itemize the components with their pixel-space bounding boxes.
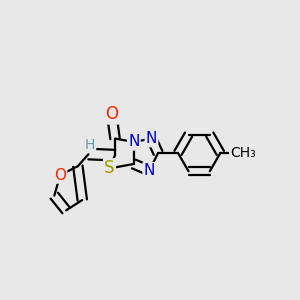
- Text: N: N: [146, 131, 157, 146]
- Text: CH₃: CH₃: [230, 146, 256, 160]
- Text: O: O: [105, 105, 118, 123]
- Text: N: N: [128, 134, 140, 149]
- Text: H: H: [85, 138, 95, 152]
- Text: S: S: [104, 159, 115, 177]
- Text: O: O: [54, 167, 66, 182]
- Text: N: N: [144, 163, 155, 178]
